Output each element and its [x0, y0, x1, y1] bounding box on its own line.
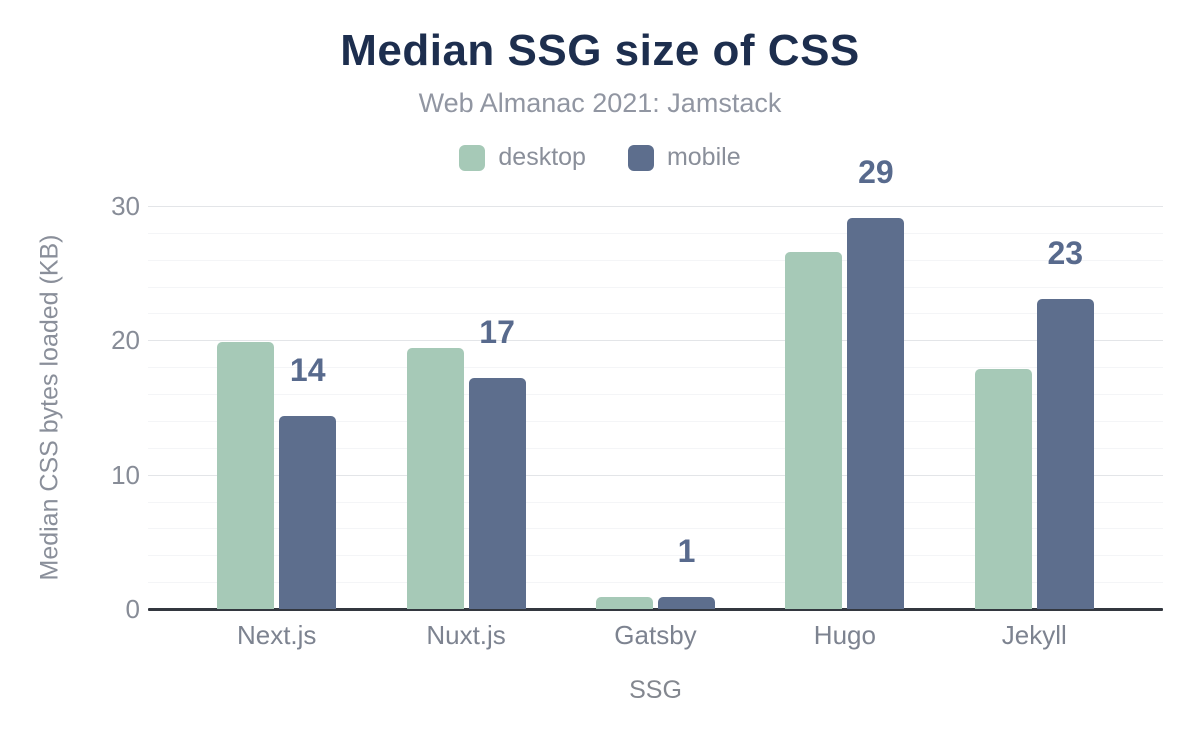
- bar-group-nuxtjs: 17: [371, 206, 560, 609]
- mobile-legend-label: mobile: [666, 143, 741, 171]
- data-label-mobile-gatsby: 1: [677, 532, 696, 569]
- bar-mobile-jekyll[interactable]: 23: [1036, 237, 1094, 609]
- x-tick-jekyll: Jekyll: [1001, 620, 1067, 650]
- y-tick-20: 20: [111, 325, 140, 356]
- bar-group-nextjs: 14: [182, 206, 371, 609]
- bar-group-jekyll: 23: [940, 206, 1129, 609]
- legend-item-mobile: mobile: [627, 143, 741, 172]
- bar-mobile-nuxtjs[interactable]: 17: [468, 316, 526, 609]
- plot-area: 14 17 1 29 23: [148, 156, 1163, 611]
- grid-line-minor-26: [148, 259, 1163, 261]
- data-label-mobile-nextjs: 14: [289, 351, 326, 388]
- legend: desktop mobile: [0, 143, 1200, 172]
- grid-line-minor-22: [148, 313, 1163, 315]
- data-label-mobile-nuxtjs: 17: [479, 313, 515, 350]
- desktop-legend-swatch: [459, 144, 486, 171]
- x-tick-nuxtjs: Nuxt.js: [426, 620, 506, 650]
- x-tick-gatsby: Gatsby: [614, 620, 697, 650]
- grid-line-major-20: [148, 340, 1163, 342]
- desktop-legend-label: desktop: [498, 143, 586, 171]
- grid-line-minor-8: [148, 501, 1163, 503]
- grid-line-minor-2: [148, 582, 1163, 584]
- bar-desktop-gatsby[interactable]: [595, 596, 653, 609]
- bar-desktop-hugo[interactable]: [785, 251, 843, 609]
- bar-desktop-nextjs[interactable]: [217, 341, 275, 609]
- data-label-mobile-hugo: 29: [858, 154, 894, 191]
- legend-item-desktop: desktop: [459, 143, 586, 172]
- x-axis-line: [148, 608, 1163, 611]
- grid-line-minor-24: [148, 286, 1163, 288]
- y-axis-title: Median CSS bytes loaded (KB): [25, 206, 75, 609]
- grid-line-minor-14: [148, 420, 1163, 422]
- y-axis-title-text: Median CSS bytes loaded (KB): [35, 234, 64, 581]
- bar-group-gatsby: 1: [561, 206, 750, 609]
- x-tick-nextjs: Next.js: [236, 620, 317, 650]
- y-tick-0: 0: [125, 594, 140, 624]
- bar-mobile-gatsby[interactable]: 1: [657, 535, 715, 609]
- grid-line-major-30: [148, 206, 1163, 207]
- bar-group-hugo: 29: [750, 156, 939, 609]
- chart-title: Median SSG size of CSS: [340, 26, 860, 75]
- grid-line-minor-4: [148, 555, 1163, 557]
- bar-mobile-nextjs[interactable]: 14: [279, 354, 337, 609]
- grid-line-minor-28: [148, 232, 1163, 234]
- x-tick-hugo: Hugo: [813, 620, 876, 650]
- bar-desktop-nuxtjs[interactable]: [406, 348, 464, 609]
- grid-line-major-10: [148, 474, 1163, 476]
- chart-subtitle: Web Almanac 2021: Jamstack: [418, 88, 782, 118]
- bar-desktop-jekyll[interactable]: [974, 368, 1032, 609]
- y-tick-30: 30: [111, 191, 140, 221]
- x-axis-title: SSG: [629, 676, 682, 704]
- grid-line-minor-6: [148, 528, 1163, 530]
- data-label-mobile-jekyll: 23: [1047, 234, 1084, 271]
- y-tick-10: 10: [111, 459, 140, 490]
- grid-line-minor-12: [148, 447, 1163, 449]
- bar-mobile-hugo[interactable]: 29: [847, 156, 905, 609]
- grid-line-minor-16: [148, 394, 1163, 396]
- mobile-legend-swatch: [627, 144, 654, 171]
- grid-line-minor-18: [148, 367, 1163, 369]
